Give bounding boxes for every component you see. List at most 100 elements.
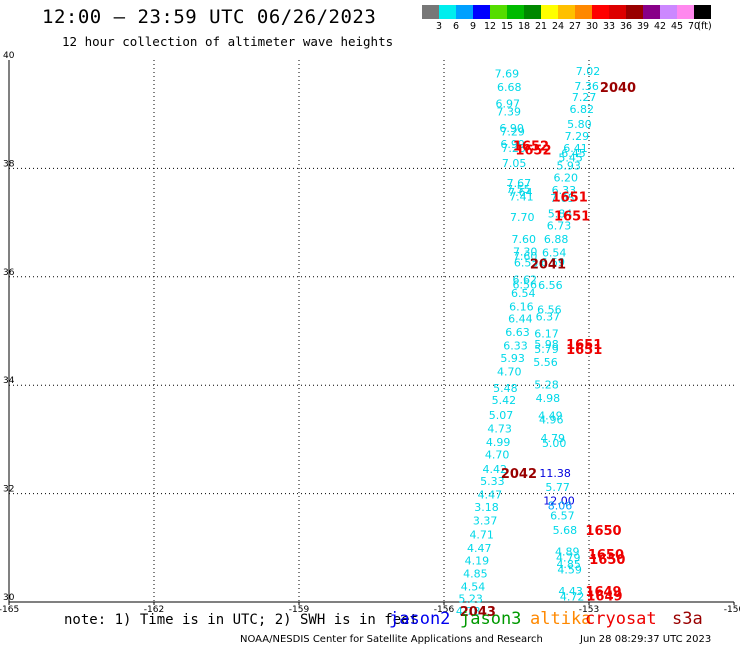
pass-time-label: 2041	[530, 257, 566, 272]
pass-time-label: 1649	[585, 585, 621, 600]
latitude-tick-label: 36	[3, 268, 15, 278]
wave-height-value: 6.99	[500, 138, 525, 151]
wave-height-value: 4.49	[538, 410, 563, 423]
wave-height-value: 5.98	[534, 338, 559, 351]
wave-height-value: 7.23	[501, 142, 526, 155]
color-swatch	[677, 5, 694, 19]
wave-height-value: 6.33	[552, 184, 577, 197]
wave-height-value: 6.55	[514, 257, 539, 270]
pass-time-label: 2042	[501, 467, 537, 482]
pass-time-label: 1651	[566, 338, 602, 353]
wave-height-value: 6.16	[509, 301, 534, 314]
wave-height-value: 6.73	[547, 219, 572, 232]
longitude-tick-label: -156	[434, 605, 455, 615]
color-swatch	[592, 5, 609, 19]
color-swatch	[541, 5, 558, 19]
wave-height-value: 7.29	[500, 126, 525, 139]
wave-height-value: 6.37	[536, 310, 561, 323]
color-scale-label: 12	[483, 21, 497, 32]
pass-time-label: 1650	[588, 548, 624, 563]
generated-timestamp: Jun 28 08:29:37 UTC 2023	[580, 634, 712, 645]
longitude-tick-label: -162	[144, 605, 164, 615]
pass-time-label: 1650	[589, 553, 625, 568]
wave-height-value: 4.47	[478, 489, 503, 502]
wave-height-value: 7.67	[507, 177, 532, 190]
wave-height-value: 4.54	[461, 580, 486, 593]
map-subtitle: 12 hour collection of altimeter wave hei…	[62, 34, 394, 49]
color-scale-label: 36	[619, 21, 633, 32]
longitude-tick-label: -150	[724, 605, 740, 615]
wave-height-value: 12.00	[543, 495, 575, 508]
wave-height-value: 4.89	[555, 546, 580, 559]
wave-height-value: 3.18	[474, 501, 499, 514]
pass-time-label: 1651	[566, 343, 602, 358]
wave-height-value: 6.20	[554, 172, 579, 185]
wave-height-value: 4.19	[465, 554, 490, 567]
wave-height-value: 4.72	[560, 591, 585, 604]
color-scale-label: 18	[517, 21, 531, 32]
color-scale-label: 33	[602, 21, 616, 32]
pass-time-label: 1652	[515, 143, 551, 158]
satellite-legend-altika: altika	[530, 609, 592, 629]
wave-height-value: 5.80	[567, 118, 592, 131]
wave-height-value: 5.79	[534, 343, 559, 356]
latitude-tick-label: 32	[3, 485, 14, 495]
color-scale-labels: 3 6 9 12 15 18 21 24 27 30 33 36 39 42 45 70 (ft)	[422, 21, 740, 35]
color-swatch	[473, 5, 490, 19]
longitude-tick-label: -159	[289, 605, 310, 615]
wave-height-value: 6.88	[544, 233, 569, 246]
satellite-legend-jason3: jason3	[460, 609, 522, 629]
wave-height-value: 11.38	[539, 467, 571, 480]
wave-height-value: 5.48	[493, 382, 518, 395]
color-swatch	[643, 5, 660, 19]
wave-height-value: 6.56	[537, 303, 562, 316]
wave-height-value: 4.43	[558, 585, 583, 598]
color-swatch	[575, 5, 592, 19]
wave-height-value: 6.45	[561, 147, 586, 160]
color-swatch	[626, 5, 643, 19]
wave-height-value: 5.84	[548, 207, 573, 220]
wave-height-value: 7.02	[576, 65, 601, 78]
wave-height-value: 5.45	[558, 152, 583, 165]
wave-height-value: 6.54	[542, 246, 567, 259]
wave-height-value: 4.85	[463, 567, 488, 580]
map-grid	[8, 60, 735, 605]
wave-height-value: 4.79	[541, 432, 566, 445]
color-scale-label: 45	[670, 21, 684, 32]
wave-height-value: 7.60	[512, 233, 537, 246]
color-scale-label: 24	[551, 21, 565, 32]
wave-height-value: 4.79	[556, 552, 581, 565]
color-swatch	[490, 5, 507, 19]
satellite-legend-cryosat: cryosat	[585, 609, 657, 629]
pass-time-label: 1649	[586, 589, 622, 604]
wave-height-value: 6.17	[534, 328, 559, 341]
wave-height-value: 6.63	[505, 326, 530, 339]
color-scale-bar	[422, 5, 711, 19]
wave-height-value: 4.85	[556, 558, 581, 571]
color-scale-label: 3	[435, 21, 443, 32]
wave-height-value: 6.82	[570, 103, 595, 116]
color-scale-label: 39	[636, 21, 650, 32]
color-swatch	[660, 5, 677, 19]
longitude-tick-label: -165	[0, 605, 19, 615]
wave-height-value: 5.42	[492, 394, 517, 407]
wave-height-value: 4.42	[483, 463, 508, 476]
latitude-tick-label: 30	[3, 593, 15, 603]
axis-tick-labels: -165 -162 -159 -156 -153 -150 40 38 36 34 32 30	[0, 51, 740, 615]
wave-height-value: 6.57	[550, 509, 575, 522]
wave-height-value: 5.23	[458, 593, 483, 606]
color-swatch	[694, 5, 711, 19]
wave-height-value: 7.69	[495, 68, 520, 81]
color-swatch	[558, 5, 575, 19]
color-scale-label: 15	[500, 21, 514, 32]
wave-height-values: 7.696.686.977.396.907.296.997.237.057.67…	[456, 65, 636, 620]
wave-height-value: 6.97	[496, 97, 521, 110]
color-scale-label: 70	[687, 21, 701, 32]
wave-height-value: 7.70	[510, 211, 535, 224]
wave-height-value: 4.99	[486, 436, 511, 449]
wave-height-value: 5.93	[556, 160, 581, 173]
wave-height-value: 5.28	[534, 379, 559, 392]
color-swatch	[609, 5, 626, 19]
wave-height-value: 7.39	[497, 105, 522, 118]
